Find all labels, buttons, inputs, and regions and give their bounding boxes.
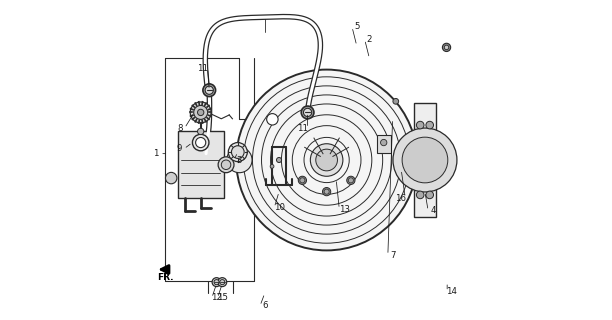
Circle shape: [381, 140, 387, 146]
Circle shape: [231, 146, 244, 158]
Circle shape: [198, 109, 204, 116]
Text: 11: 11: [198, 63, 209, 73]
Circle shape: [298, 176, 307, 184]
Text: 5: 5: [354, 22, 359, 31]
Circle shape: [236, 69, 417, 251]
Circle shape: [205, 86, 214, 94]
Circle shape: [310, 144, 343, 176]
Circle shape: [267, 114, 278, 125]
Circle shape: [347, 176, 355, 184]
Circle shape: [214, 280, 219, 285]
Circle shape: [426, 121, 433, 129]
Circle shape: [300, 178, 305, 183]
Circle shape: [442, 43, 450, 52]
Text: 1: 1: [152, 149, 158, 158]
Text: 8: 8: [177, 124, 182, 133]
Circle shape: [270, 164, 274, 168]
Circle shape: [226, 147, 252, 173]
Text: 4: 4: [430, 206, 436, 215]
Circle shape: [194, 105, 207, 119]
Text: 2: 2: [367, 35, 372, 44]
Circle shape: [316, 149, 337, 171]
Circle shape: [218, 157, 234, 173]
Circle shape: [348, 178, 353, 183]
Circle shape: [444, 45, 449, 50]
Text: 10: 10: [274, 203, 285, 212]
Circle shape: [323, 188, 330, 196]
Circle shape: [196, 138, 206, 148]
Text: 3: 3: [236, 156, 242, 164]
Circle shape: [277, 157, 282, 163]
Text: 15: 15: [217, 293, 228, 302]
Text: FR.: FR.: [157, 273, 173, 282]
Circle shape: [393, 99, 398, 104]
Circle shape: [228, 142, 247, 162]
Text: 6: 6: [262, 301, 267, 310]
Text: 14: 14: [446, 287, 457, 296]
Circle shape: [203, 84, 215, 97]
Text: 11: 11: [297, 124, 308, 133]
Bar: [177, 132, 223, 198]
Circle shape: [165, 172, 177, 184]
Bar: [414, 103, 436, 217]
Circle shape: [393, 128, 457, 192]
Circle shape: [190, 102, 211, 123]
Text: 12: 12: [211, 293, 222, 302]
Bar: [377, 135, 390, 153]
Circle shape: [324, 189, 329, 194]
Circle shape: [416, 191, 424, 199]
Text: 13: 13: [338, 205, 349, 214]
Text: 7: 7: [390, 251, 395, 260]
Circle shape: [212, 278, 221, 287]
Circle shape: [192, 134, 209, 151]
Circle shape: [218, 278, 226, 287]
Text: 16: 16: [395, 194, 406, 203]
Text: 9: 9: [176, 144, 182, 153]
Circle shape: [198, 128, 204, 135]
Circle shape: [220, 280, 225, 285]
Circle shape: [426, 191, 433, 199]
Circle shape: [416, 121, 424, 129]
Circle shape: [222, 160, 231, 170]
Circle shape: [402, 137, 448, 183]
Circle shape: [304, 108, 312, 116]
Circle shape: [301, 106, 314, 119]
